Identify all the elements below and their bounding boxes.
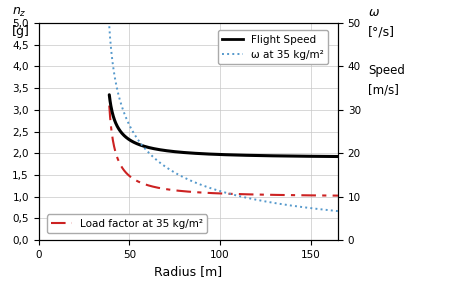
ω at 35 kg/m² xyxy=(107,25,112,28)
Text: Speed: Speed xyxy=(368,64,405,77)
Load factor at 35 kg/m² xyxy=(133,179,139,182)
Load factor at 35 kg/m² xyxy=(107,104,112,107)
Load factor at 35 kg/m² xyxy=(335,194,341,197)
Line: ω at 35 kg/m²: ω at 35 kg/m² xyxy=(109,26,338,211)
Flight Speed xyxy=(335,155,341,158)
Flight Speed xyxy=(133,142,139,145)
ω at 35 kg/m² xyxy=(214,188,219,192)
Legend: Load factor at 35 kg/m²: Load factor at 35 kg/m² xyxy=(47,214,207,233)
Load factor at 35 kg/m² xyxy=(267,193,273,197)
ω at 35 kg/m² xyxy=(335,209,341,213)
Load factor at 35 kg/m² xyxy=(313,194,319,197)
Flight Speed xyxy=(199,152,204,155)
ω at 35 kg/m² xyxy=(331,209,337,212)
Text: [m/s]: [m/s] xyxy=(368,84,399,97)
Flight Speed xyxy=(331,155,337,158)
Line: Flight Speed: Flight Speed xyxy=(109,95,338,156)
ω at 35 kg/m² xyxy=(267,201,273,204)
ω at 35 kg/m² xyxy=(199,183,204,187)
Flight Speed xyxy=(107,93,112,97)
X-axis label: Radius [m]: Radius [m] xyxy=(154,266,222,278)
ω at 35 kg/m² xyxy=(133,135,139,139)
Load factor at 35 kg/m² xyxy=(214,192,219,195)
Text: $\omega$: $\omega$ xyxy=(368,6,380,19)
Text: [°/s]: [°/s] xyxy=(368,25,395,38)
Text: [g]: [g] xyxy=(12,25,29,38)
Load factor at 35 kg/m² xyxy=(331,194,337,197)
Flight Speed xyxy=(214,153,219,156)
Line: Load factor at 35 kg/m²: Load factor at 35 kg/m² xyxy=(109,106,338,196)
Flight Speed xyxy=(267,154,273,157)
Load factor at 35 kg/m² xyxy=(199,191,204,194)
ω at 35 kg/m² xyxy=(313,207,319,210)
Text: $n_z$: $n_z$ xyxy=(12,6,27,19)
Flight Speed xyxy=(313,154,319,158)
